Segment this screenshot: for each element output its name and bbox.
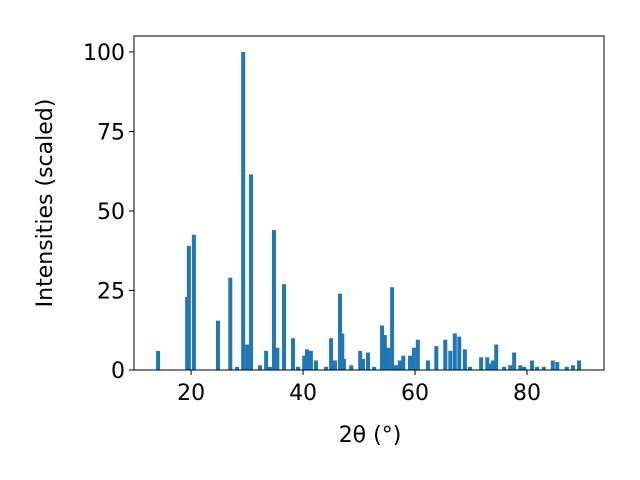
bar (304, 349, 309, 370)
bar (502, 366, 507, 370)
bar (577, 360, 582, 370)
bar (494, 344, 499, 370)
bar (434, 346, 439, 370)
bar (186, 245, 191, 370)
bar (467, 366, 472, 370)
bar (382, 335, 387, 370)
bar (390, 287, 395, 370)
bar (380, 325, 385, 370)
bar (512, 352, 517, 370)
y-tick-label: 75 (97, 120, 125, 145)
bar (518, 365, 523, 370)
bar (479, 357, 484, 370)
bar (338, 293, 343, 370)
bar (452, 333, 457, 370)
bar (191, 234, 196, 370)
x-tick-label: 20 (177, 381, 205, 406)
bar (308, 350, 313, 370)
bar (564, 366, 569, 370)
y-tick-label: 50 (97, 200, 125, 225)
bar (324, 366, 329, 370)
bar (156, 350, 161, 370)
bar (257, 365, 262, 370)
bar (249, 174, 254, 370)
y-tick-label: 0 (111, 359, 125, 384)
bar (550, 360, 555, 370)
bar (245, 344, 250, 370)
bar (411, 347, 416, 370)
x-tick-label: 40 (289, 381, 317, 406)
bar (448, 350, 453, 370)
bar (372, 366, 377, 370)
bar (296, 366, 301, 370)
bar (228, 277, 233, 370)
plot-frame (133, 35, 605, 371)
y-axis-label: Intensities (scaled) (33, 99, 58, 308)
bar (366, 352, 371, 370)
bar (329, 338, 334, 370)
bar (490, 360, 495, 370)
bar (541, 366, 546, 370)
bar (462, 349, 467, 370)
bar (485, 357, 490, 370)
bar (415, 339, 420, 370)
bar (349, 365, 354, 370)
bar (271, 230, 276, 370)
bar (408, 355, 413, 370)
bar (530, 360, 535, 370)
bar (425, 360, 430, 370)
y-tick-label: 25 (97, 279, 125, 304)
x-axis-label: 2θ (°) (339, 423, 402, 448)
bar (555, 362, 560, 370)
bar (358, 350, 363, 370)
bar (282, 284, 287, 370)
bar (290, 338, 295, 370)
bar (275, 347, 280, 370)
bar (215, 320, 220, 370)
bar (522, 366, 527, 370)
bar (341, 358, 346, 370)
bar (235, 366, 240, 370)
bar (570, 365, 575, 370)
bar (535, 366, 540, 370)
bar (394, 365, 399, 370)
bar (488, 363, 493, 370)
bar (241, 51, 246, 371)
bar (508, 365, 513, 370)
bar (313, 360, 318, 370)
x-tick-label: 80 (513, 381, 541, 406)
bar (360, 358, 365, 370)
bar (401, 355, 406, 370)
bar (264, 350, 269, 370)
bar (268, 366, 273, 370)
bar (397, 360, 402, 370)
x-tick-label: 60 (401, 381, 429, 406)
bar (302, 355, 307, 370)
bar (386, 347, 391, 370)
y-tick-label: 100 (83, 41, 125, 66)
bar (457, 336, 462, 370)
bar (332, 360, 337, 370)
bar (443, 339, 448, 370)
bar (340, 333, 345, 370)
